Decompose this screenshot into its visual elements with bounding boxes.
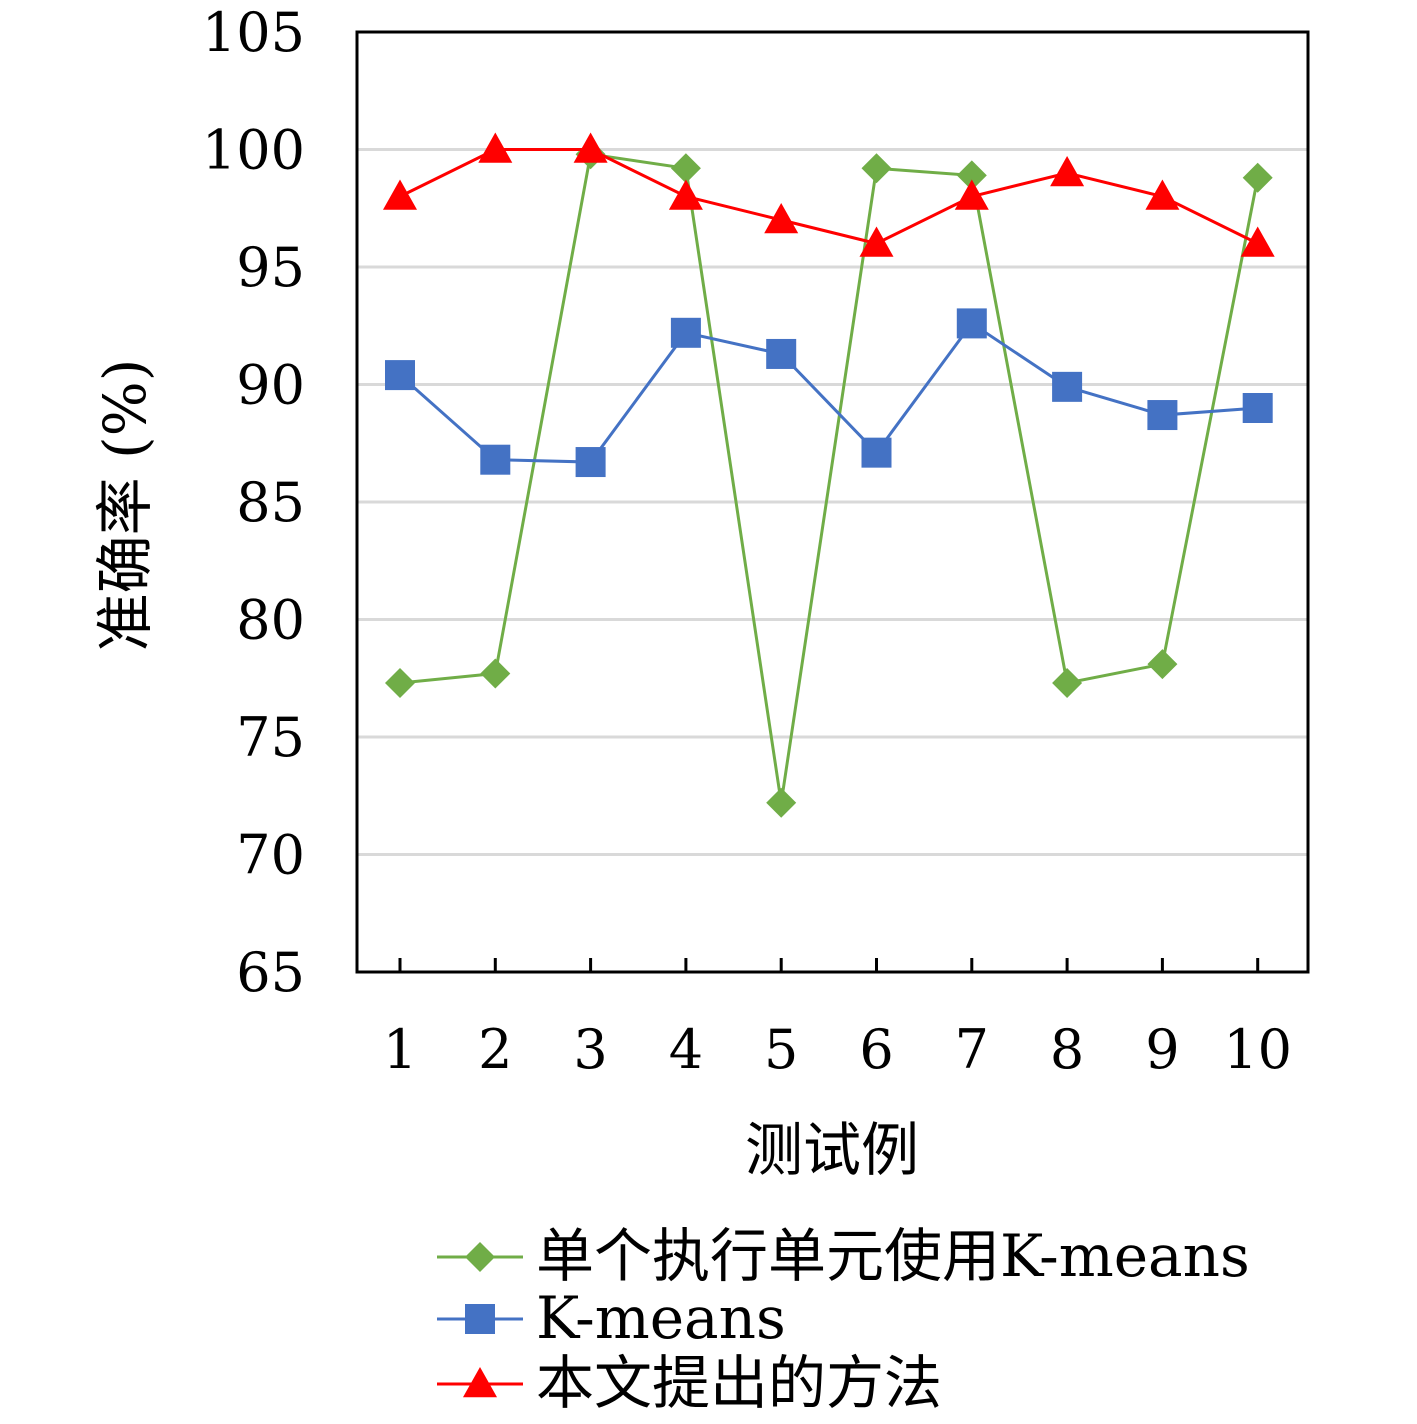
grid-lines (357, 148, 1308, 856)
data-point (1052, 371, 1083, 402)
x-tick-label: 8 (1050, 1018, 1084, 1081)
legend-marker (465, 1304, 495, 1334)
data-point (1240, 226, 1275, 257)
series-layer (383, 132, 1275, 818)
x-tick-label: 7 (955, 1018, 989, 1081)
series-1 (385, 139, 1273, 818)
y-axis-title: 准确率 (%) (91, 359, 159, 652)
x-tick-label: 3 (573, 1018, 607, 1081)
y-tick-label: 100 (202, 119, 305, 182)
series-line (399, 148, 1259, 246)
y-tick-label: 95 (236, 236, 305, 299)
x-tick-label: 1 (383, 1018, 417, 1081)
legend-label: 本文提出的方法 (536, 1349, 942, 1417)
data-point (1242, 393, 1273, 423)
data-point (764, 203, 799, 234)
data-point (766, 338, 797, 369)
data-point (383, 179, 417, 210)
tick-layer: 65 70 75 80 85 90 95 100 105 1 2 3 4 5 6 7 8 9 10 (202, 1, 1292, 1081)
y-tick-label: 105 (202, 1, 305, 64)
data-point (1050, 156, 1085, 187)
data-point (956, 308, 987, 339)
x-tick-label: 5 (764, 1018, 798, 1081)
x-tick-label: 9 (1145, 1018, 1179, 1081)
legend-marker (463, 1367, 497, 1398)
legend-marker (465, 1242, 495, 1272)
legend-label: K-means (536, 1284, 786, 1352)
data-point (1147, 400, 1178, 431)
data-point (1242, 162, 1273, 193)
data-point (573, 132, 608, 163)
y-tick-label: 90 (236, 354, 305, 417)
legend-entry: K-means (437, 1284, 786, 1352)
legend-entry: 本文提出的方法 (437, 1349, 942, 1417)
plot-frame (355, 30, 1310, 974)
x-tick-label: 2 (478, 1018, 512, 1081)
x-tick-label: 10 (1223, 1018, 1292, 1081)
legend-label: 单个执行单元使用K-means (536, 1222, 1250, 1290)
data-point (956, 160, 987, 191)
data-point (861, 153, 892, 184)
series-2 (385, 308, 1273, 478)
y-tick-label: 85 (236, 471, 305, 534)
data-point (575, 447, 606, 478)
y-tick-label: 80 (236, 589, 305, 652)
y-tick-label: 75 (236, 706, 305, 769)
data-point (1052, 667, 1083, 698)
data-point (385, 667, 415, 698)
legend-entry: 单个执行单元使用K-means (437, 1222, 1250, 1290)
data-point (954, 179, 989, 210)
data-point (1147, 649, 1178, 680)
data-point (478, 132, 513, 163)
x-axis-title: 测试例 (745, 1116, 919, 1184)
data-point (766, 787, 797, 818)
data-point (861, 437, 892, 468)
data-point (1145, 179, 1180, 210)
series-3 (383, 132, 1275, 257)
data-point (670, 317, 701, 348)
data-point (668, 179, 703, 210)
series-line (399, 321, 1258, 464)
data-point (670, 153, 701, 184)
x-tick-label: 6 (859, 1018, 893, 1081)
data-point (480, 444, 511, 475)
x-tick-label: 4 (669, 1018, 703, 1081)
data-point (859, 226, 894, 257)
data-point (385, 360, 415, 391)
y-tick-label: 65 (236, 941, 305, 1004)
data-point (480, 658, 511, 689)
series-line (399, 152, 1260, 804)
y-tick-label: 70 (236, 824, 305, 887)
